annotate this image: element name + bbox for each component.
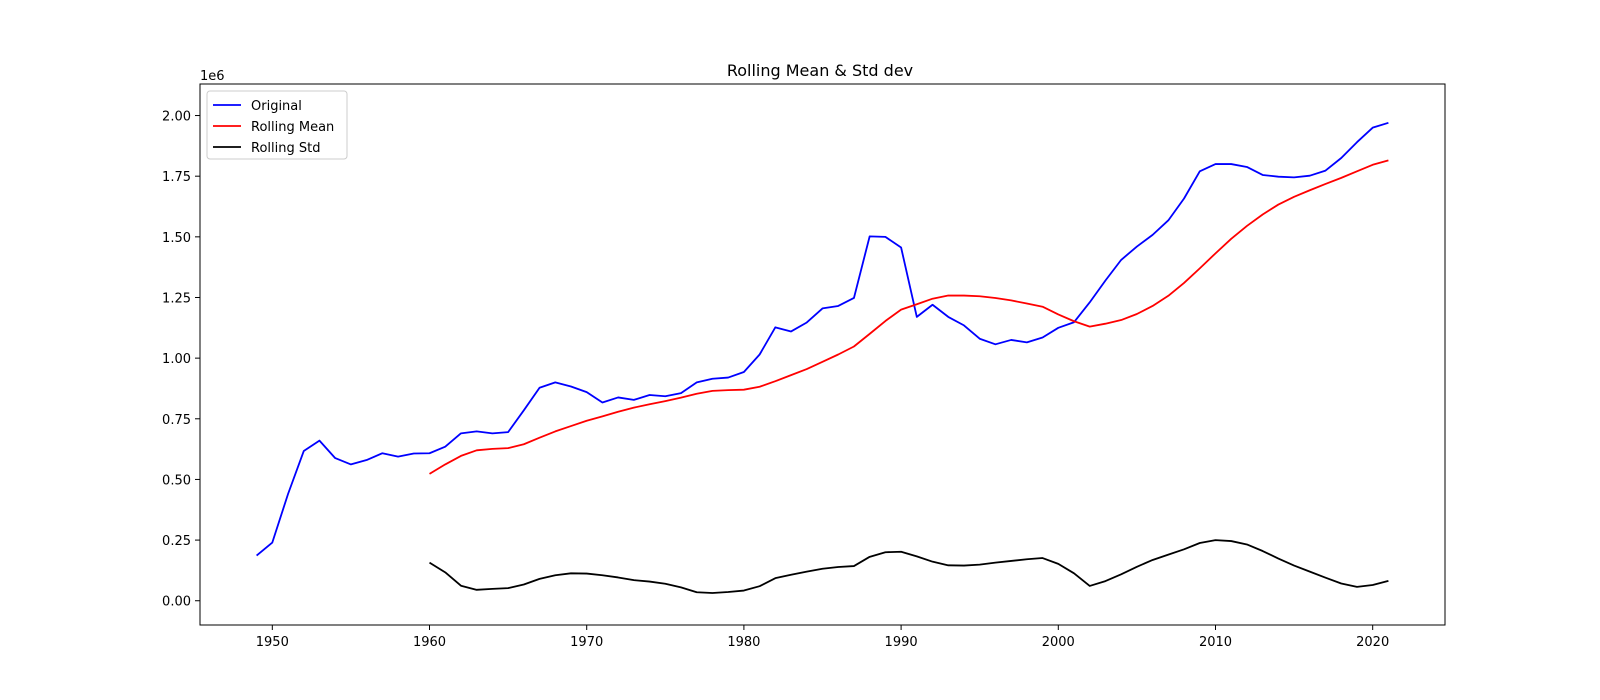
- legend: Original Rolling Mean Rolling Std: [206, 90, 348, 160]
- legend-box: [206, 90, 348, 160]
- x-tick-label: 2010: [1199, 635, 1232, 650]
- plot-frame: [199, 83, 1446, 626]
- y-tick-label: 1.25: [162, 291, 191, 306]
- y-tick-label: 1.00: [162, 352, 191, 367]
- series-line-rolling-std: [429, 539, 1389, 594]
- legend-label: Rolling Std: [251, 141, 320, 156]
- x-axis-ticks: 1950 1960 1970 1980 1990 2000 2010 2020: [256, 625, 1389, 650]
- chart-title: Rolling Mean & Std dev: [727, 61, 913, 80]
- series-line-original: [256, 121, 1389, 557]
- x-tick-label: 1990: [885, 635, 918, 650]
- y-axis-ticks: 0.00 0.25 0.50 0.75 1.00 1.25 1.50 1.75 2.00: [162, 110, 200, 610]
- y-tick-label: 2.00: [162, 110, 191, 125]
- y-axis-offset-label: 1e6: [200, 69, 225, 84]
- x-tick-label: 1980: [727, 635, 760, 650]
- y-tick-label: 0.25: [162, 534, 191, 549]
- axes-layer: [199, 83, 1446, 626]
- legend-label: Rolling Mean: [251, 120, 334, 135]
- x-tick-label: 1960: [413, 635, 446, 650]
- x-tick-label: 1950: [256, 635, 289, 650]
- y-tick-label: 0.75: [162, 413, 191, 428]
- y-tick-label: 0.50: [162, 473, 191, 488]
- y-tick-label: 1.75: [162, 170, 191, 185]
- y-tick-label: 0.00: [162, 595, 191, 610]
- y-tick-label: 1.50: [162, 231, 191, 246]
- legend-label: Original: [251, 99, 302, 114]
- x-tick-label: 1970: [570, 635, 603, 650]
- x-tick-label: 2000: [1042, 635, 1075, 650]
- series-layer: [256, 121, 1389, 594]
- x-tick-label: 2020: [1356, 635, 1389, 650]
- series-line-rolling-mean: [429, 159, 1389, 475]
